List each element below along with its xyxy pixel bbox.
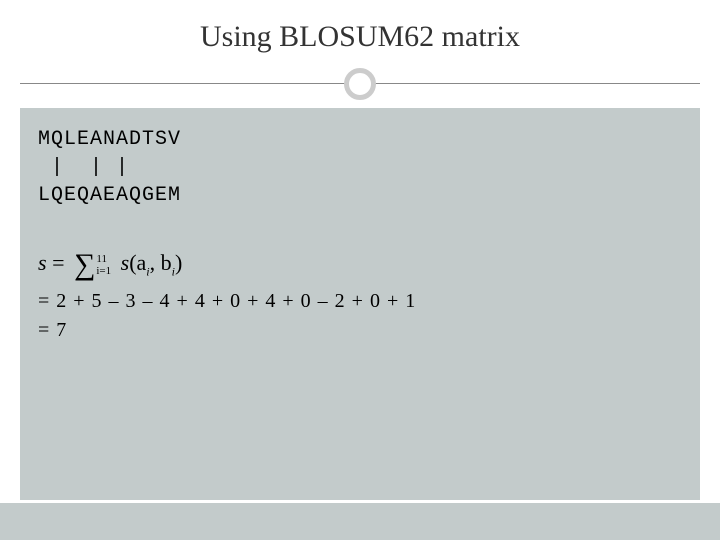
- formula-func: s: [121, 250, 130, 275]
- result-line: = 7: [38, 319, 682, 342]
- sum-lower: i=1: [96, 265, 111, 277]
- formula-close: ): [175, 250, 182, 275]
- sum-upper: 11: [96, 253, 111, 265]
- sequence-1: MQLEANADTSV: [38, 126, 682, 154]
- formula-mid: , b: [150, 250, 172, 275]
- footer-bar: [0, 500, 720, 540]
- divider-circle-icon: [344, 68, 376, 100]
- calculation-line: = 2 + 5 – 3 – 4 + 4 + 0 + 4 + 0 – 2 + 0 …: [38, 290, 682, 313]
- title-area: Using BLOSUM62 matrix: [0, 20, 720, 54]
- alignment-bars: | | |: [38, 154, 682, 182]
- formula-lhs: s: [38, 250, 47, 275]
- sigma-icon: ∑ 11 i=1: [74, 250, 111, 280]
- formula-expression: s = ∑ 11 i=1 s(ai, bi): [38, 250, 182, 280]
- slide: Using BLOSUM62 matrix MQLEANADTSV | | | …: [0, 0, 720, 540]
- content-box: MQLEANADTSV | | | LQEQAEAQGEM s = ∑ 11 i…: [20, 108, 700, 500]
- formula: s = ∑ 11 i=1 s(ai, bi): [38, 250, 682, 280]
- sequence-2: LQEQAEAQGEM: [38, 182, 682, 210]
- formula-open: (a: [129, 250, 146, 275]
- slide-title: Using BLOSUM62 matrix: [0, 20, 720, 54]
